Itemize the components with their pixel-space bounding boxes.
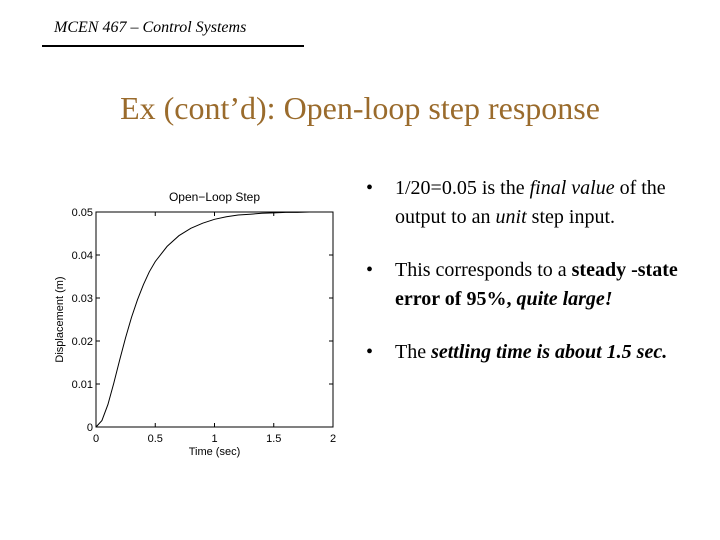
y-axis-label: Displacement (m) — [54, 276, 66, 362]
x-axis-label: Time (sec) — [189, 446, 241, 458]
bullet-marker: • — [366, 177, 374, 199]
bullet-text: step input. — [526, 206, 616, 228]
bullet-marker: • — [366, 341, 374, 363]
course-header: MCEN 467 – Control Systems — [54, 19, 247, 36]
bullet-marker: • — [366, 259, 374, 281]
bullet-item: • This corresponds to a steady -state err… — [366, 256, 711, 314]
plot-frame — [95, 211, 334, 428]
y-tick-label: 0 — [87, 422, 93, 434]
bullet-text: final value — [529, 177, 615, 199]
y-tick-label: 0.03 — [72, 293, 93, 305]
step-response-chart: 0 0.5 1 1.5 2 0 0.01 0.02 0.03 0.04 0.05 Open−Loop … — [54, 190, 336, 458]
x-tick-label: 0 — [93, 433, 99, 445]
header-rule — [42, 45, 304, 47]
y-tick-label: 0.05 — [72, 207, 93, 219]
chart-title: Open−Loop Step — [169, 190, 260, 204]
bullet-text: 1/20=0.05 is the — [395, 177, 530, 199]
bullet-list: • 1/20=0.05 is the final value of the out… — [366, 174, 711, 391]
bullet-item: • 1/20=0.05 is the final value of the out… — [366, 174, 711, 232]
series-line — [95, 211, 333, 428]
x-tick-label: 2 — [330, 433, 336, 445]
x-tick-label: 0.5 — [148, 433, 163, 445]
x-tick-label: 1.5 — [266, 433, 281, 445]
slide-title: Ex (cont’d): Open-loop step response — [120, 90, 600, 126]
bullet-text: settling time is about 1.5 sec. — [431, 341, 668, 363]
bullet-text: unit — [495, 206, 527, 228]
x-tick-label: 1 — [211, 433, 217, 445]
y-tick-label: 0.01 — [72, 379, 93, 391]
bullet-item: • The settling time is about 1.5 sec. — [366, 338, 711, 367]
bullet-text: steady -state error of 95%, — [395, 259, 678, 310]
bullet-text: This corresponds to a — [395, 259, 572, 281]
bullet-text: quite large! — [516, 288, 613, 310]
bullet-text: The — [395, 341, 432, 363]
y-tick-label: 0.02 — [72, 336, 93, 348]
y-tick-label: 0.04 — [72, 250, 93, 262]
bullet-text: of the output to an — [395, 177, 666, 228]
